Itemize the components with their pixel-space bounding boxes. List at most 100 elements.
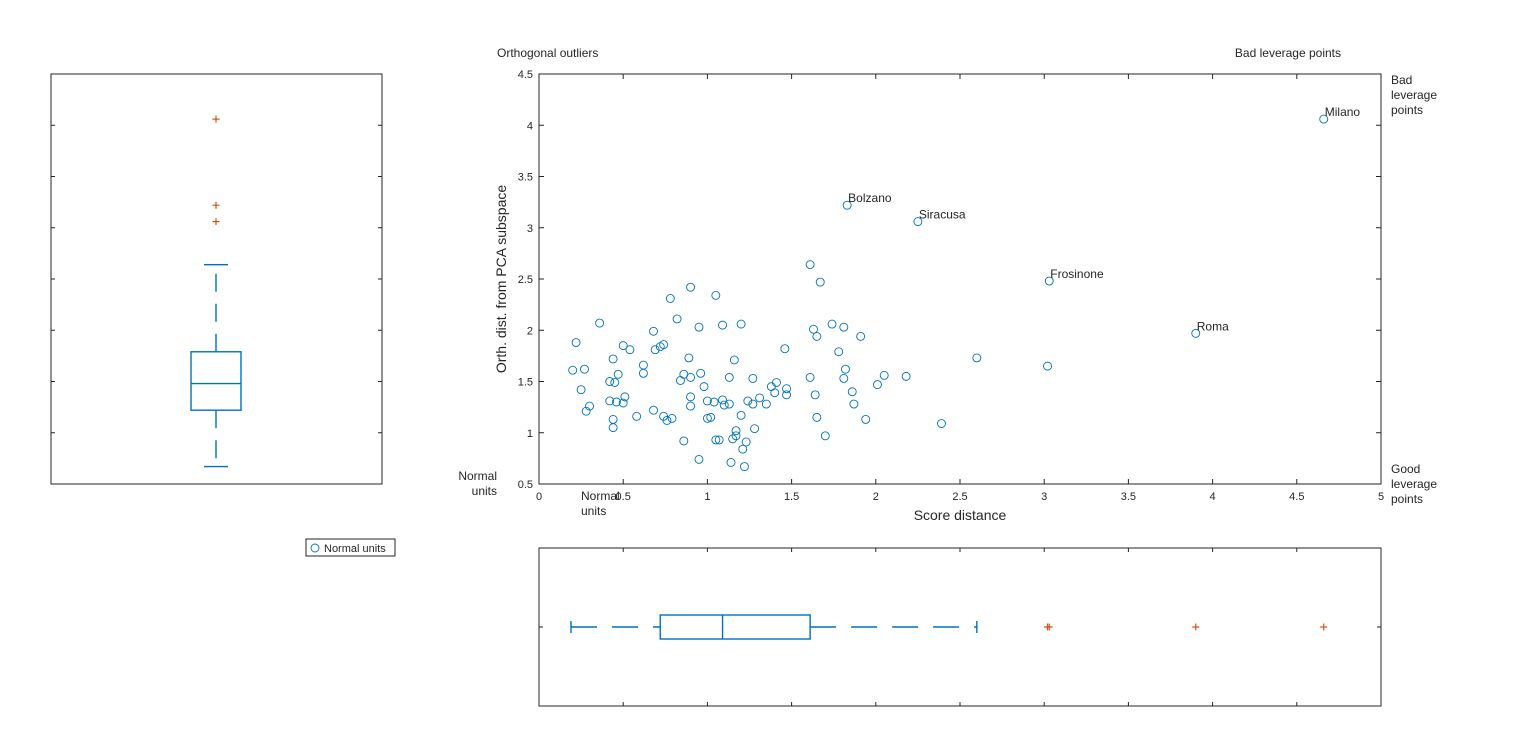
- data-point: [719, 400, 729, 410]
- data-point: [649, 326, 658, 336]
- data-point: [686, 282, 696, 292]
- vbox-outlier: [212, 201, 220, 209]
- data-point: [748, 373, 758, 383]
- data-point: [770, 388, 780, 398]
- x-tick-label: 4: [1210, 491, 1216, 503]
- hbox-outlier: [1192, 623, 1200, 631]
- data-point: [839, 373, 849, 383]
- data-point: [731, 426, 741, 436]
- vbox-outlier: [212, 218, 220, 226]
- hbox-box: [659, 614, 811, 640]
- data-point: [662, 416, 672, 425]
- data-point: [810, 390, 820, 400]
- x-tick-label: 3.5: [1121, 491, 1136, 503]
- data-point: [718, 395, 728, 405]
- data-point-labeled: [842, 200, 852, 210]
- data-point: [736, 319, 746, 329]
- data-point: [613, 369, 623, 379]
- data-point: [856, 331, 866, 341]
- data-point: [605, 396, 615, 406]
- y-tick-label: 2: [527, 325, 533, 337]
- data-point: [610, 378, 620, 387]
- data-point: [724, 399, 734, 409]
- scatter-axes-box: [538, 73, 1382, 485]
- data-point: [815, 277, 825, 287]
- point-label-milano: Milano: [1325, 105, 1361, 119]
- y-tick-label: 4.5: [518, 69, 533, 81]
- annotation-bad-leverage-top: Bad leverage points: [1235, 46, 1341, 60]
- data-point: [702, 413, 712, 423]
- scatter-plot: 0 0.5 1 1.5 2 2.5 3 3.5 4 4.5 50.511.522.533.544.5…: [458, 46, 1437, 523]
- data-point: [612, 397, 621, 407]
- y-tick-label: 1: [527, 428, 533, 440]
- vertical-boxplot: [50, 73, 383, 485]
- data-point: [728, 434, 738, 444]
- hbox-axes-box: [538, 547, 1382, 707]
- y-tick-label: 2.5: [518, 274, 533, 286]
- point-label-bolzano: Bolzano: [848, 191, 892, 205]
- data-point: [711, 435, 721, 445]
- data-point: [743, 396, 753, 406]
- legend-entry: Normal units: [324, 543, 386, 555]
- legend: Normal units: [305, 538, 396, 557]
- data-point: [731, 431, 741, 441]
- data-point: [694, 454, 704, 464]
- data-point: [834, 347, 844, 357]
- x-tick-label: 5: [1378, 491, 1384, 503]
- data-point: [694, 322, 704, 332]
- x-axis-label: Score distance: [914, 507, 1007, 523]
- data-point: [812, 331, 822, 341]
- data-point: [625, 345, 635, 355]
- data-point: [972, 353, 982, 363]
- y-tick-label: 1.5: [518, 377, 533, 389]
- data-point: [729, 355, 739, 365]
- data-point: [618, 398, 628, 408]
- data-point: [841, 364, 850, 374]
- vbox-box: [190, 351, 242, 411]
- data-point: [649, 405, 658, 415]
- data-point: [782, 390, 791, 400]
- data-point: [581, 406, 591, 416]
- data-point-labeled: [1319, 114, 1329, 124]
- x-tick-label: 1.5: [784, 491, 799, 503]
- data-point: [571, 338, 581, 347]
- hbox-outlier: [1320, 623, 1328, 631]
- data-point: [608, 354, 618, 364]
- y-tick-label: 3.5: [518, 172, 533, 184]
- point-label-roma: Roma: [1197, 319, 1229, 333]
- data-point: [568, 365, 578, 375]
- data-point: [620, 392, 630, 402]
- x-tick-label: 0: [536, 491, 542, 503]
- data-point: [679, 436, 689, 446]
- point-label-siracusa: Siracusa: [919, 208, 966, 222]
- data-point: [879, 370, 889, 380]
- data-point-labeled: [1191, 328, 1201, 338]
- data-point: [595, 318, 605, 328]
- legend-marker: [310, 543, 320, 553]
- data-point-labeled: [913, 217, 923, 227]
- data-point: [618, 341, 628, 351]
- data-point: [672, 314, 682, 324]
- data-point: [827, 319, 837, 329]
- annotation-orthogonal-outliers: Orthogonal outliers: [497, 46, 598, 60]
- data-point: [782, 384, 791, 394]
- data-point: [718, 320, 728, 330]
- data-point: [686, 392, 696, 402]
- data-point: [739, 462, 749, 472]
- data-point: [901, 371, 911, 381]
- data-point: [937, 419, 946, 428]
- data-point: [805, 372, 815, 382]
- data-point: [632, 411, 642, 421]
- data-point: [684, 353, 694, 363]
- data-point: [576, 385, 586, 395]
- annotation-normal-units-bottom: Normal units: [581, 489, 620, 518]
- x-tick-label: 0.5: [616, 491, 631, 503]
- data-point: [650, 345, 660, 355]
- data-point: [608, 423, 618, 433]
- data-point: [873, 380, 882, 390]
- data-point: [686, 401, 696, 411]
- annotation-good-leverage: Good leverage points: [1391, 462, 1437, 506]
- data-point: [738, 444, 748, 454]
- data-point: [849, 399, 859, 409]
